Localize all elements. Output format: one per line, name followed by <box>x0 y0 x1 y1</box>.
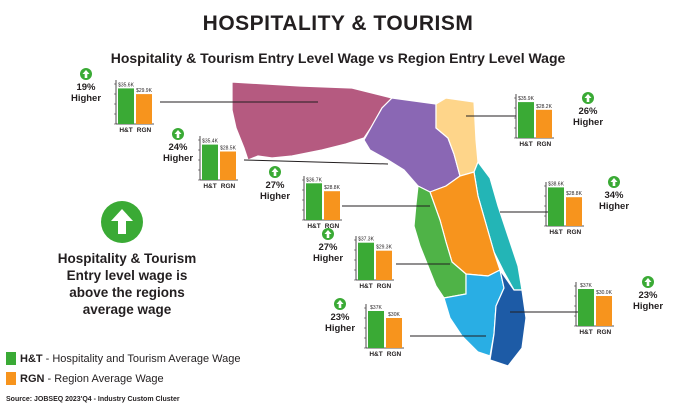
bar-value-label: $28.8K <box>566 191 583 197</box>
big-up-arrow-icon <box>101 201 143 243</box>
category-label: RGN <box>537 141 552 148</box>
callout-line: Hospitality & Tourism <box>57 251 197 266</box>
up-arrow-shape <box>610 178 618 186</box>
category-label: RGN <box>567 229 582 236</box>
bar-value-label: $38.6K <box>548 181 565 187</box>
higher-label: Higher <box>633 301 663 312</box>
up-arrow-shape <box>584 94 592 102</box>
up-arrow-shape <box>324 230 332 238</box>
category-label: H&T <box>519 141 532 148</box>
up-arrow-shape <box>336 300 344 308</box>
bar-value-label: $35.9K <box>518 96 535 102</box>
pct-label: 27% <box>265 180 285 191</box>
category-label: H&T <box>307 223 320 230</box>
category-label: RGN <box>387 351 402 358</box>
higher-label: Higher <box>163 153 193 164</box>
bar-rgn <box>220 151 236 180</box>
bar-rgn <box>376 250 392 280</box>
bar-value-label: $28.5K <box>220 146 237 152</box>
bar-value-label: $37K <box>580 283 592 289</box>
category-label: RGN <box>221 183 236 190</box>
map-region-southeast <box>489 269 527 367</box>
category-label: RGN <box>377 283 392 290</box>
legend-swatch-ht <box>6 352 16 365</box>
bar-value-label: $28.2K <box>536 104 553 110</box>
bar-value-label: $35.4K <box>202 139 219 145</box>
bar-ht <box>368 311 384 348</box>
legend-item-ht: H&T - Hospitality and Tourism Average Wa… <box>6 352 240 365</box>
bar-ht <box>202 144 218 180</box>
legend-item-rgn: RGN - Region Average Wage <box>6 372 164 385</box>
higher-label: Higher <box>71 93 101 104</box>
page-title: HOSPITALITY & TOURISM <box>202 12 474 35</box>
up-arrow-shape <box>644 278 652 286</box>
bar-ht <box>118 88 134 124</box>
category-label: RGN <box>597 329 612 336</box>
bar-value-label: $37.3K <box>358 237 375 243</box>
pct-label: 24% <box>168 142 188 153</box>
bar-value-label: $35.6K <box>118 82 135 88</box>
callout-text: Hospitality & Tourism Entry level wage i… <box>32 250 222 318</box>
pct-label: 27% <box>318 242 338 253</box>
category-label: H&T <box>203 183 216 190</box>
map-region-panhandle <box>231 81 394 161</box>
higher-label: Higher <box>599 201 629 212</box>
category-label: H&T <box>119 127 132 134</box>
bar-value-label: $37K <box>370 305 382 311</box>
source-note: Source: JOBSEQ 2023'Q4 - Industry Custom… <box>6 396 180 403</box>
legend-label: Region Average Wage <box>54 372 164 385</box>
bar-value-label: $29.3K <box>376 245 393 251</box>
category-label: H&T <box>369 351 382 358</box>
higher-label: Higher <box>573 117 603 128</box>
bar-rgn <box>324 191 340 220</box>
higher-label: Higher <box>325 323 355 334</box>
category-label: RGN <box>325 223 340 230</box>
pct-label: 19% <box>76 82 96 93</box>
bar-ht <box>578 289 594 326</box>
up-arrow-shape <box>271 168 279 176</box>
bar-value-label: $36.7K <box>306 177 323 183</box>
bar-rgn <box>136 94 152 124</box>
callout-line: average wage <box>82 302 172 317</box>
page-subtitle: Hospitality & Tourism Entry Level Wage v… <box>110 50 566 66</box>
legend-abbr: RGN <box>20 372 45 385</box>
bar-ht <box>306 183 322 220</box>
legend-swatch-rgn <box>6 372 16 385</box>
higher-label: Higher <box>313 253 343 264</box>
category-label: H&T <box>359 283 372 290</box>
pct-label: 23% <box>330 312 350 323</box>
legend-abbr: H&T <box>20 352 43 365</box>
bar-ht <box>548 187 564 226</box>
bar-rgn <box>536 109 552 138</box>
callout-line: Entry level wage is <box>66 268 188 283</box>
category-label: RGN <box>137 127 152 134</box>
bar-value-label: $29.9K <box>136 88 153 94</box>
bar-rgn <box>566 197 582 226</box>
pct-label: 23% <box>638 290 658 301</box>
arrow-shape <box>111 209 133 234</box>
mini-chart-layer: $35.6KH&T$29.9KRGN19%Higher$35.4KH&T$28.… <box>71 68 663 358</box>
bar-value-label: $30K <box>388 312 400 318</box>
category-label: H&T <box>549 229 562 236</box>
bar-value-label: $28.8K <box>324 185 341 191</box>
pct-label: 26% <box>578 106 598 117</box>
legend-label: Hospitality and Tourism Average Wage <box>52 352 241 365</box>
bar-rgn <box>386 318 402 348</box>
bar-value-label: $30.0K <box>596 290 613 296</box>
bar-ht <box>358 242 374 280</box>
pct-label: 34% <box>604 190 624 201</box>
bar-rgn <box>596 296 612 326</box>
up-arrow-shape <box>174 130 182 138</box>
leader-lines <box>160 101 578 337</box>
bar-ht <box>518 102 534 138</box>
callout-line: above the regions <box>69 285 185 300</box>
up-arrow-shape <box>82 70 90 78</box>
category-label: H&T <box>579 329 592 336</box>
higher-label: Higher <box>260 191 290 202</box>
